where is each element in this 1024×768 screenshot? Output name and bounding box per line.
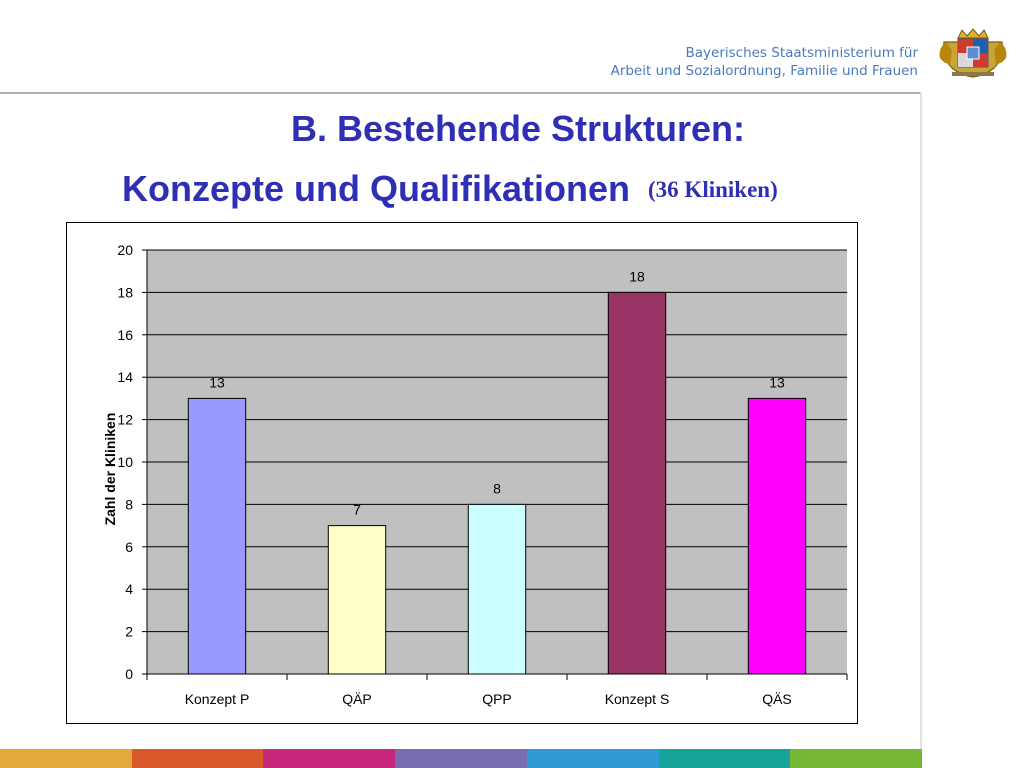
slide-title-main: Konzepte und Qualifikationen [122,168,631,209]
data-label: 7 [353,502,361,518]
x-tick-label: QÄS [762,691,792,707]
data-label: 13 [769,374,785,390]
ministry-name-line1: Bayerisches Staatsministerium für [685,45,918,61]
bar-5 [747,397,807,675]
y-tick-label: 8 [125,496,133,512]
data-label: 13 [209,374,225,390]
right-margin-divider [920,92,922,768]
footer-stripe-segment-3 [263,749,396,768]
y-tick-label: 14 [117,369,133,385]
y-tick-label: 16 [117,327,133,343]
bar-2 [327,525,387,675]
y-tick-label: 0 [125,666,133,682]
y-tick-label: 6 [125,539,133,555]
footer-stripe-segment-4 [395,749,527,768]
ministry-name: Bayerisches Staatsministerium für Arbeit… [611,44,918,80]
bar-chart-frame: 0 2 4 6 8 10 12 14 16 18 20 13 Konzept P 7 QÄP 8 QPP 18 Ko… [66,222,858,724]
data-label: 8 [493,480,501,496]
x-tick-label: QPP [482,691,512,707]
slide-title-subtitle: (36 Kliniken) [648,177,778,202]
y-tick-label: 4 [125,581,133,597]
footer-stripe-segment-7 [790,749,923,768]
footer-stripe-segment-1 [0,749,132,768]
slide-title-line2: Konzepte und Qualifikationen (36 Kliniken… [122,168,778,210]
bar-4 [607,291,667,675]
footer-stripe-segment-6 [658,749,791,768]
x-tick-label: QÄP [342,691,372,707]
bavarian-coat-of-arms-icon [939,28,1007,78]
footer-color-stripe [0,749,923,768]
y-axis-title: Zahl der Kliniken [102,413,118,526]
bar-1 [187,397,247,675]
ministry-name-line2: Arbeit und Sozialordnung, Familie und Fr… [610,63,918,79]
y-tick-label: 18 [117,284,133,300]
y-tick-label: 2 [125,624,133,640]
x-tick-label: Konzept P [185,691,250,707]
slide-title-line1: B. Bestehende Strukturen: [290,108,746,149]
x-tick-label: Konzept S [605,691,670,707]
y-tick-label: 10 [117,454,133,470]
header-divider [0,92,922,94]
footer-stripe-segment-5 [526,749,659,768]
bar-chart: 0 2 4 6 8 10 12 14 16 18 20 13 Konzept P 7 QÄP 8 QPP 18 Ko… [102,242,848,707]
y-tick-label: 12 [117,412,133,428]
bar-3 [467,503,527,675]
footer-stripe-segment-2 [131,749,264,768]
y-tick-label: 20 [117,242,133,258]
data-label: 18 [629,268,645,284]
